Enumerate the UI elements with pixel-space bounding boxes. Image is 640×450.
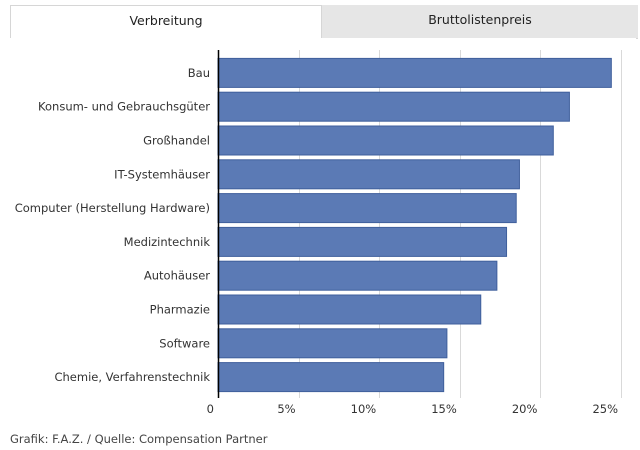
category-label-1: Bau — [188, 66, 210, 80]
category-label-9: Software — [159, 336, 210, 350]
x-tick-label-10: 10% — [351, 402, 377, 416]
category-label-6: Medizintechnik — [124, 235, 211, 249]
category-label-10: Chemie, Verfahrenstechnik — [54, 370, 210, 384]
category-label-3: Großhandel — [143, 134, 210, 148]
tab-verbreitung[interactable]: Verbreitung — [10, 5, 322, 39]
x-tick-label-25: 25% — [592, 402, 618, 416]
bar-8 — [217, 294, 482, 325]
bar-10 — [217, 362, 445, 393]
bar-1 — [217, 57, 612, 88]
bar-7 — [217, 260, 498, 291]
category-label-8: Pharmazie — [150, 303, 210, 317]
bar-3 — [217, 125, 554, 156]
x-tick-label-5: 5% — [277, 402, 295, 416]
x-tick-label-15: 15% — [431, 402, 457, 416]
tab-bruttolistenpreis[interactable]: Bruttolistenpreis — [322, 5, 638, 39]
chart-panel: Bau Konsum- und Gebrauchsgüter Großhandel I… — [10, 38, 636, 428]
x-tick-label-20: 20% — [512, 402, 538, 416]
category-label-4: IT-Systemhäuser — [114, 167, 210, 181]
bar-chart: Bau Konsum- und Gebrauchsgüter Großhandel I… — [15, 50, 622, 416]
tab-bar: Verbreitung Bruttolistenpreis — [10, 5, 638, 39]
x-tick-label-0: 0 — [207, 402, 214, 416]
bar-6 — [217, 226, 508, 257]
category-label-7: Autohäuser — [144, 269, 210, 283]
bar-2 — [217, 91, 570, 122]
bar-4 — [217, 159, 520, 190]
source-note: Grafik: F.A.Z. / Quelle: Compensation Pa… — [10, 432, 268, 446]
category-label-2: Konsum- und Gebrauchsgüter — [38, 100, 210, 114]
bar-9 — [217, 328, 448, 359]
bar-5 — [217, 193, 517, 224]
category-label-5: Computer (Herstellung Hardware) — [15, 201, 210, 215]
